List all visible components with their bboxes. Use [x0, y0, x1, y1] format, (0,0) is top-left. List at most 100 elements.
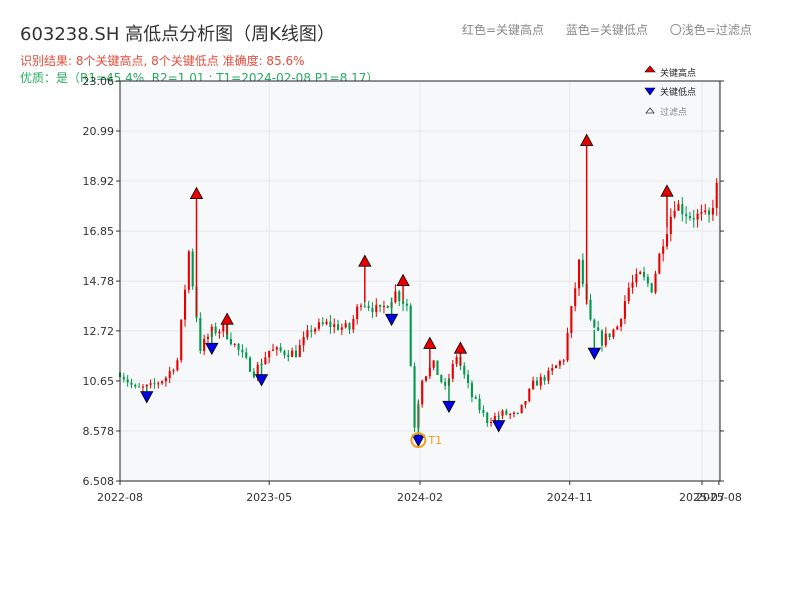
candle-body — [539, 376, 542, 386]
candle-body — [153, 383, 156, 385]
y-tick-label: 20.99 — [83, 125, 115, 138]
candle-body — [639, 271, 642, 275]
candle-body — [291, 350, 294, 357]
t1-ring — [410, 432, 427, 449]
candle-body — [574, 288, 577, 307]
candle-body — [520, 404, 523, 414]
candle-body — [325, 321, 328, 324]
candle-body — [398, 291, 401, 302]
candle-body — [214, 326, 217, 334]
candle-body — [241, 349, 244, 353]
candle-body — [134, 384, 137, 387]
candle-body — [252, 371, 255, 378]
candle-body — [359, 305, 363, 307]
candle-body — [356, 306, 359, 320]
candle-body — [600, 330, 604, 346]
axes: 6.508 8.578 10.65 12.72 14.78 16.85 18.92 20.99… — [83, 75, 742, 504]
candle-body — [413, 366, 416, 428]
page-title: 603238.SH 高低点分析图（周K线图） — [20, 24, 335, 45]
candle-body — [298, 345, 301, 358]
candle-body — [428, 367, 431, 377]
candle-body — [566, 333, 569, 361]
y-tick-label: 16.85 — [83, 225, 115, 238]
candle-body — [183, 289, 187, 320]
candle-body — [172, 370, 175, 372]
candle-body — [711, 207, 714, 215]
candle-body — [268, 350, 271, 358]
candle-body — [245, 352, 248, 358]
candle-body — [685, 214, 688, 217]
candle-body — [264, 357, 267, 365]
candle-body — [130, 382, 133, 385]
x-tick-label: 2023-05 — [246, 491, 292, 504]
candle-body — [371, 307, 374, 313]
candle-body — [551, 368, 554, 371]
candle-body — [547, 370, 550, 381]
candle-body — [505, 410, 508, 415]
result-summary: 识别结果: 8个关键高点, 8个关键低点 准确度: 85.6% — [20, 54, 305, 68]
candle-body — [283, 351, 286, 355]
key-low-marker — [411, 434, 426, 447]
candle-body — [229, 338, 232, 345]
candle-body — [375, 304, 378, 313]
x-tick-label: 2022-08 — [97, 491, 143, 504]
legend-low-label: 关键低点 — [660, 86, 696, 98]
y-tick-label: 18.92 — [83, 175, 115, 188]
candle-body — [535, 380, 538, 386]
candle-body — [612, 329, 615, 337]
candle-body — [233, 343, 236, 345]
candle-body — [470, 382, 473, 398]
candles — [118, 178, 718, 433]
legend-filtered-label: 过滤点 — [660, 106, 687, 118]
candle-body — [524, 401, 527, 405]
candle-body — [501, 410, 504, 416]
key-low-marker — [492, 420, 506, 433]
x-tick-label: 2025-08 — [696, 491, 742, 504]
candle-body — [436, 360, 439, 375]
key-high-marker — [189, 186, 204, 200]
candle-body — [708, 210, 711, 215]
key-high-marker — [220, 312, 234, 325]
candle-body — [558, 361, 561, 366]
candle-body — [348, 323, 351, 330]
plot-frame — [119, 80, 721, 482]
candle-body — [149, 383, 152, 385]
candle-body — [187, 251, 190, 290]
candle-body — [352, 319, 355, 330]
candle-body — [681, 204, 684, 215]
candle-body — [329, 321, 332, 327]
candle-body — [402, 301, 405, 304]
candle-body — [715, 182, 718, 208]
candle-body — [367, 305, 370, 308]
key-low-marker — [442, 400, 456, 414]
legend-high-marker — [644, 65, 656, 73]
candle-body — [555, 365, 558, 369]
key-low-marker — [587, 347, 601, 360]
candle-body — [409, 305, 412, 367]
candle-body — [489, 422, 493, 424]
candle-body — [658, 253, 661, 274]
candle-body — [704, 210, 707, 213]
legend-high-label: 关键高点 — [660, 67, 696, 79]
candle-body — [482, 409, 485, 413]
candle-body — [512, 412, 516, 415]
candle-body — [314, 328, 317, 332]
candle-body — [692, 218, 695, 220]
candle-body — [474, 397, 477, 399]
candle-body — [654, 273, 657, 293]
y-tick-label: 6.508 — [83, 475, 115, 488]
candle-body — [421, 380, 424, 405]
candle-body — [382, 306, 385, 308]
candle-body — [616, 326, 619, 330]
candle-body — [444, 382, 447, 386]
candle-body — [577, 259, 581, 289]
candle-body — [363, 305, 366, 307]
candle-body — [287, 354, 290, 357]
candle-body — [310, 330, 313, 332]
candle-body — [570, 306, 573, 334]
candle-body — [532, 380, 535, 389]
candle-body — [635, 274, 638, 283]
candle-body — [386, 306, 389, 308]
candle-body — [317, 322, 320, 329]
candle-body — [122, 377, 125, 380]
